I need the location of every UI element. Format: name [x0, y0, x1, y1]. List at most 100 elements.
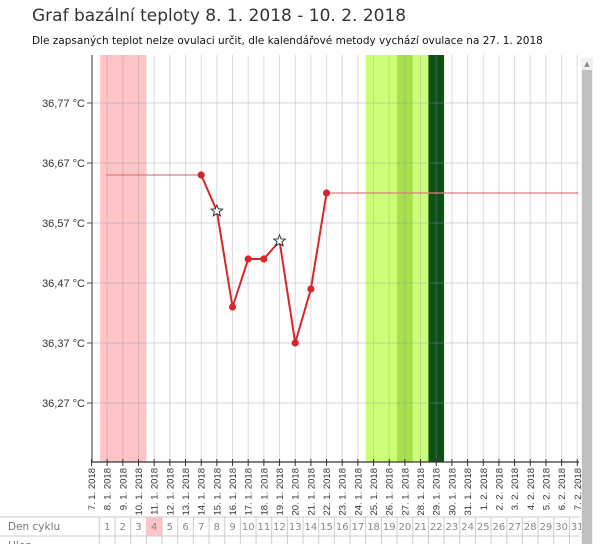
y-tick-label: 36,37 °C — [42, 338, 85, 350]
cycle-day-cell: 17 — [352, 522, 365, 533]
x-tick-label: 7. 2. 2018 — [573, 468, 584, 510]
x-tick-label: 11. 1. 2018 — [150, 468, 161, 515]
x-tick-label: 24. 1. 2018 — [353, 468, 364, 516]
x-tick-label: 31. 1. 2018 — [463, 468, 474, 516]
temperature-point — [322, 189, 331, 197]
table-row-label: Hlen — [8, 540, 32, 544]
x-tick-label: 2. 2. 2018 — [494, 468, 505, 510]
cycle-day-cell: 1 — [104, 522, 110, 533]
scroll-up-arrow-icon[interactable]: ▲ — [584, 60, 590, 68]
band-fertile-high — [397, 55, 413, 462]
cycle-day-cell: 2 — [120, 522, 126, 533]
cover-line-point — [498, 192, 500, 194]
cycle-day-cell: 7 — [198, 522, 204, 533]
cycle-day-cell: 28 — [524, 522, 537, 533]
temperature-point — [291, 339, 299, 347]
x-tick-label: 25. 1. 2018 — [369, 468, 380, 516]
cover-line-point — [576, 192, 579, 194]
x-tick-label: 27. 1. 2018 — [400, 468, 411, 516]
x-tick-label: 14. 1. 2018 — [197, 468, 208, 516]
cover-line-point — [529, 192, 532, 194]
cycle-day-cell: 23 — [446, 522, 459, 533]
vertical-scrollbar[interactable]: ▲ — [581, 58, 593, 544]
x-tick-label: 22. 1. 2018 — [322, 468, 333, 516]
cycle-day-cell: 25 — [477, 522, 490, 533]
cycle-day-cell: 4 — [151, 522, 157, 533]
cycle-day-cell: 15 — [320, 522, 333, 533]
cover-line-point — [404, 192, 406, 194]
band-menstruation — [100, 55, 147, 462]
temperature-point — [244, 255, 252, 263]
star-marker-icon — [209, 203, 224, 217]
cycle-day-cell: 6 — [182, 522, 188, 533]
cycle-day-cell: 24 — [461, 522, 474, 533]
x-tick-label: 29. 1. 2018 — [432, 468, 443, 516]
x-tick-label: 28. 1. 2018 — [416, 468, 427, 516]
cover-line-point — [466, 192, 469, 194]
x-tick-label: 5. 2. 2018 — [541, 468, 552, 510]
cycle-day-cell: 12 — [273, 522, 286, 533]
x-tick-label: 3. 2. 2018 — [510, 468, 521, 510]
y-tick-label: 36,47 °C — [42, 278, 85, 290]
y-tick-label: 36,67 °C — [42, 158, 85, 170]
cycle-day-cell: 30 — [555, 522, 568, 533]
x-tick-label: 26. 1. 2018 — [385, 468, 396, 516]
x-tick-label: 8. 1. 2018 — [103, 468, 114, 510]
x-tick-label: 30. 1. 2018 — [447, 468, 458, 516]
cycle-day-cell: 14 — [305, 522, 318, 533]
x-tick-label: 18. 1. 2018 — [259, 468, 270, 516]
cycle-day-cell: 22 — [430, 522, 443, 533]
cover-line-point — [121, 174, 124, 176]
x-tick-label: 19. 1. 2018 — [275, 468, 286, 516]
chart-title: Graf bazální teploty 8. 1. 2018 - 10. 2.… — [32, 6, 407, 26]
y-tick-label: 36,27 °C — [42, 398, 85, 410]
cycle-day-cell: 5 — [167, 522, 173, 533]
y-tick-label: 36,77 °C — [42, 98, 85, 110]
x-tick-label: 15. 1. 2018 — [212, 468, 223, 516]
cycle-day-cell: 29 — [540, 522, 553, 533]
x-tick-label: 13. 1. 2018 — [181, 468, 192, 516]
temperature-point — [228, 303, 237, 311]
y-tick-label: 36,57 °C — [42, 218, 85, 230]
cover-line-point — [388, 192, 391, 194]
cycle-day-cell: 31 — [571, 522, 584, 533]
band-ovulation — [428, 55, 445, 462]
cycle-day-cell: 20 — [399, 522, 412, 533]
cover-line-point — [419, 192, 422, 194]
cover-line-point — [184, 174, 187, 176]
x-tick-label: 10. 1. 2018 — [134, 468, 145, 516]
cover-line-point — [435, 192, 438, 194]
cover-line-point — [482, 192, 485, 194]
cover-line-point — [153, 174, 156, 176]
x-tick-label: 4. 2. 2018 — [526, 468, 537, 510]
x-tick-label: 16. 1. 2018 — [228, 468, 239, 516]
x-tick-label: 21. 1. 2018 — [306, 468, 317, 516]
x-tick-label: 12. 1. 2018 — [165, 468, 176, 516]
cover-line-point — [356, 192, 359, 194]
cover-line-point — [137, 174, 140, 176]
cycle-day-cell: 11 — [258, 522, 271, 533]
table-row-label: Den cyklu — [8, 521, 60, 533]
temperature-point — [307, 285, 315, 293]
scroll-thumb[interactable] — [582, 70, 592, 544]
cycle-day-cell: 18 — [367, 522, 380, 533]
cycle-day-cell: 10 — [242, 522, 255, 533]
temperature-point — [197, 171, 205, 179]
x-tick-label: 7. 1. 2018 — [87, 468, 98, 510]
cover-line-point — [106, 174, 109, 176]
x-tick-label: 6. 2. 2018 — [557, 468, 568, 510]
temperature-point — [260, 255, 268, 263]
cycle-day-cell: 19 — [383, 522, 396, 533]
cycle-day-cell: 3 — [135, 522, 141, 533]
cycle-day-cell: 13 — [289, 522, 302, 533]
cycle-day-cell: 26 — [493, 522, 506, 533]
cover-line-point — [513, 192, 516, 194]
cycle-day-highlight — [146, 517, 163, 536]
cover-line-point — [560, 192, 563, 194]
x-tick-label: 9. 1. 2018 — [118, 468, 129, 510]
cover-line-point — [168, 174, 171, 176]
star-marker-icon — [272, 233, 287, 247]
x-tick-label: 20. 1. 2018 — [291, 468, 302, 516]
cycle-day-cell: 9 — [229, 522, 235, 533]
